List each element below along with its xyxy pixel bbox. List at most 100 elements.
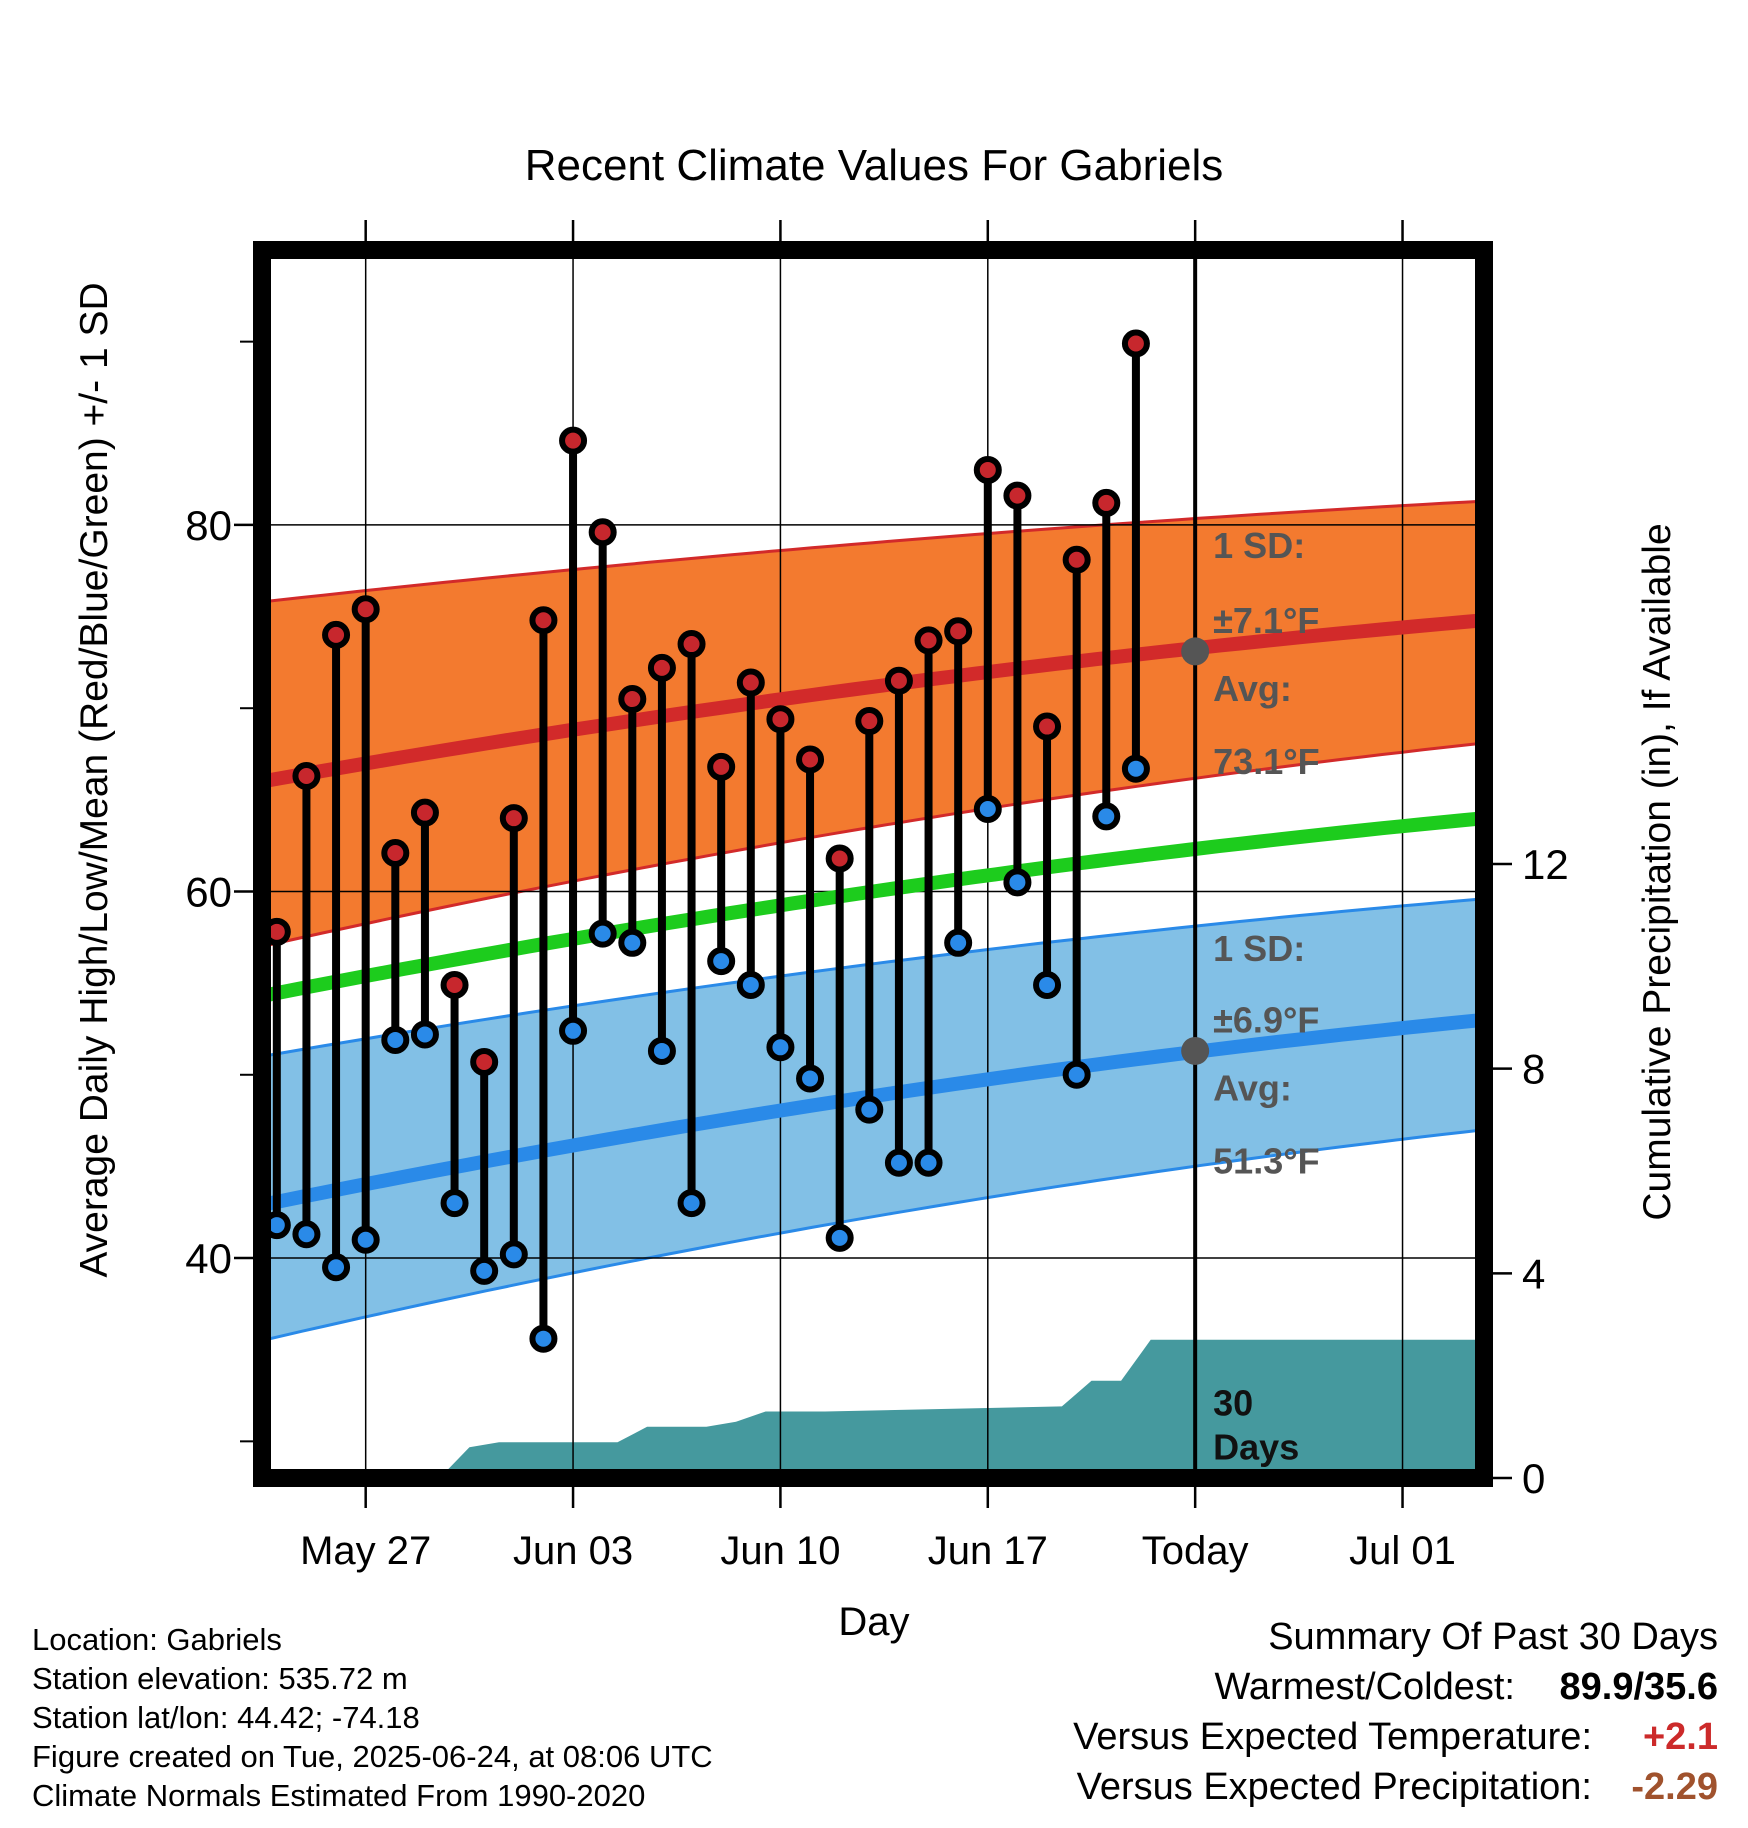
daily-low-point — [618, 928, 647, 957]
daily-low-point — [1121, 754, 1150, 783]
precip-vs-expected-value: -2.29 — [1631, 1766, 1718, 1808]
daily-high-point — [1092, 488, 1121, 517]
y-right-tick-label: 0 — [1522, 1455, 1545, 1502]
daily-low-point — [1062, 1060, 1091, 1089]
x-tick-label: Jun 10 — [720, 1529, 840, 1573]
daily-low-point — [410, 1020, 439, 1049]
daily-high-point — [884, 666, 913, 695]
daily-low-point — [499, 1240, 528, 1269]
daily-low-point — [1033, 970, 1062, 999]
daily-low-point — [292, 1220, 321, 1249]
location-text: Location: Gabriels — [32, 1622, 282, 1657]
daily-high-point — [914, 626, 943, 655]
daily-high-point — [559, 426, 588, 455]
daily-high-point — [1033, 712, 1062, 741]
low-avg-value: 51.3°F — [1213, 1141, 1319, 1182]
daily-high-point — [825, 844, 854, 873]
daily-low-point — [884, 1148, 913, 1177]
daily-high-point — [410, 798, 439, 827]
daily-high-point — [707, 752, 736, 781]
daily-high-point — [470, 1047, 499, 1076]
precip-vs-expected-label: Versus Expected Precipitation: — [1076, 1766, 1592, 1808]
low-sd-label: 1 SD: — [1213, 928, 1305, 969]
daily-low-point — [855, 1095, 884, 1124]
daily-low-point — [470, 1256, 499, 1285]
daily-high-point — [973, 455, 1002, 484]
daily-low-point — [677, 1189, 706, 1218]
daily-low-point — [766, 1033, 795, 1062]
precipitation-area — [439, 1339, 1484, 1478]
y-axis-right-label: Cumulative Precipitation (in), If Availa… — [1636, 523, 1679, 1220]
high-sd-upper-edge — [262, 499, 1484, 604]
x-axis-label: Day — [838, 1600, 909, 1644]
latlon-text: Station lat/lon: 44.42; -74.18 — [32, 1700, 420, 1735]
y-tick-label: 40 — [185, 1235, 232, 1282]
temp-vs-expected-value: +2.1 — [1642, 1716, 1718, 1758]
daily-low-point — [588, 919, 617, 948]
daily-high-point — [292, 762, 321, 791]
daily-low-point — [1092, 802, 1121, 831]
high-sd-value: ±7.1°F — [1213, 600, 1319, 641]
high-sd-label: 1 SD: — [1213, 525, 1305, 566]
daily-high-point — [351, 595, 380, 624]
daily-high-point — [766, 705, 795, 734]
daily-high-point — [322, 620, 351, 649]
daily-low-point — [322, 1253, 351, 1282]
daily-high-point — [796, 745, 825, 774]
daily-high-point — [647, 653, 676, 682]
y-axis-label: Average Daily High/Low/Mean (Red/Blue/Gr… — [73, 282, 116, 1277]
precip-period-label: 30 — [1213, 1383, 1253, 1424]
elevation-text: Station elevation: 535.72 m — [32, 1661, 408, 1696]
station-info: Location: Gabriels Station elevation: 53… — [32, 1620, 713, 1815]
daily-high-point — [1062, 545, 1091, 574]
daily-low-point — [707, 947, 736, 976]
daily-low-point — [440, 1189, 469, 1218]
warm-cold-label: Warmest/Coldest: — [1214, 1666, 1515, 1708]
daily-low-point — [351, 1225, 380, 1254]
y-tick-label: 80 — [185, 502, 232, 549]
daily-low-point — [944, 928, 973, 957]
daily-low-point — [559, 1016, 588, 1045]
x-tick-label: Jun 03 — [513, 1529, 633, 1573]
daily-low-point — [796, 1064, 825, 1093]
daily-low-point — [825, 1223, 854, 1252]
daily-low-point — [1003, 868, 1032, 897]
daily-high-point — [499, 804, 528, 833]
y-right-tick-label: 8 — [1522, 1046, 1545, 1093]
x-tick-label: Jul 01 — [1349, 1529, 1456, 1573]
daily-low-point — [973, 795, 1002, 824]
summary-panel: Summary Of Past 30 Days Warmest/Coldest:… — [1073, 1612, 1718, 1812]
high-avg-value: 73.1°F — [1213, 741, 1319, 782]
chart-title: Recent Climate Values For Gabriels — [525, 141, 1224, 190]
x-tick-label: Jun 17 — [928, 1529, 1048, 1573]
daily-high-point — [855, 707, 884, 736]
y-tick-label: 60 — [185, 868, 232, 915]
summary-title: Summary Of Past 30 Days — [1268, 1616, 1718, 1658]
daily-low-point — [529, 1324, 558, 1353]
high-avg-line — [262, 613, 1484, 789]
y-right-tick-label: 4 — [1522, 1250, 1545, 1297]
daily-high-point — [1003, 481, 1032, 510]
plot-frame — [253, 241, 1493, 1487]
precip-period-label-unit: Days — [1213, 1427, 1299, 1468]
daily-low-point — [736, 970, 765, 999]
low-avg-label: Avg: — [1213, 1067, 1292, 1108]
warm-cold-value: 89.9/35.6 — [1559, 1666, 1718, 1708]
daily-low-point — [381, 1025, 410, 1054]
daily-high-point — [736, 668, 765, 697]
x-tick-label: May 27 — [300, 1529, 431, 1573]
high-avg-label: Avg: — [1213, 668, 1292, 709]
daily-high-point — [944, 617, 973, 646]
daily-low-point — [647, 1036, 676, 1065]
low-sd-value: ±6.9°F — [1213, 1000, 1319, 1041]
daily-high-point — [677, 630, 706, 659]
x-tick-label: Today — [1142, 1529, 1249, 1573]
y-right-tick-label: 12 — [1522, 841, 1569, 888]
daily-high-point — [588, 518, 617, 547]
temp-vs-expected-label: Versus Expected Temperature: — [1073, 1716, 1592, 1758]
today-high-avg-marker — [1181, 637, 1210, 666]
daily-low-point — [914, 1148, 943, 1177]
plot-interior: 1 SD: ±7.1°F Avg: 73.1°F 1 SD: ±6.9°F Avg: 51.3… — [262, 250, 1484, 1478]
daily-high-point — [529, 606, 558, 635]
